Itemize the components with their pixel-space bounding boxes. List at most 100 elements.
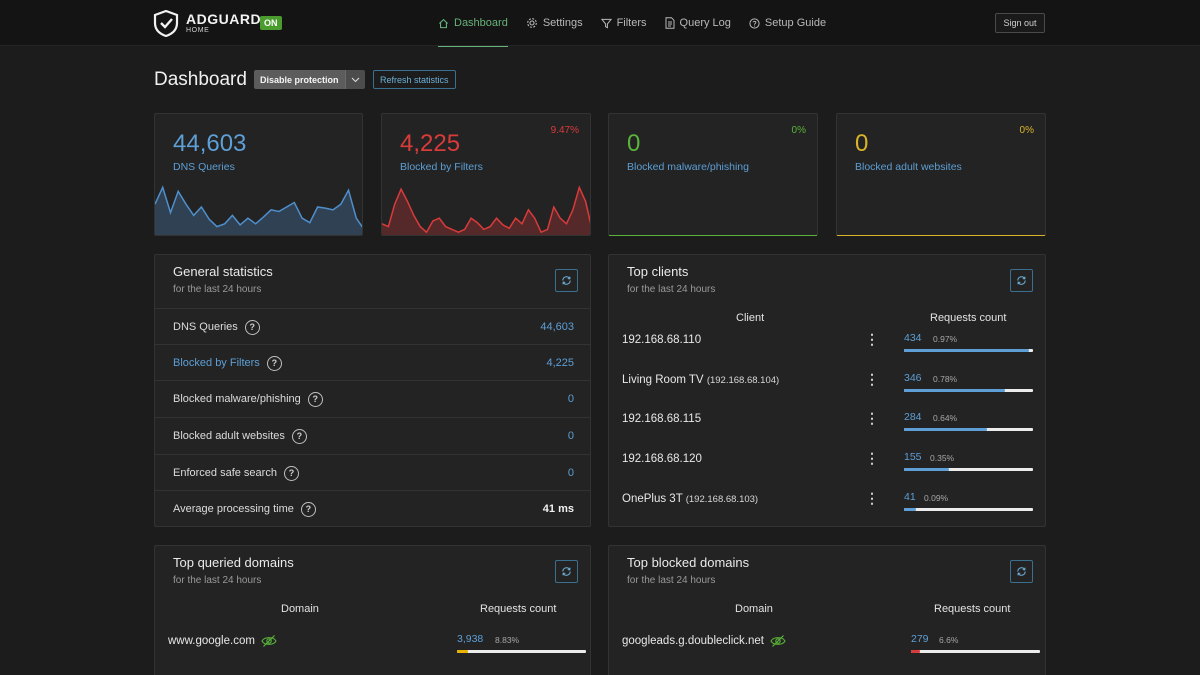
client-menu-icon[interactable]: ⋮ <box>865 490 879 506</box>
nav-setup-guide-label: Setup Guide <box>764 17 827 29</box>
refresh-statistics-button[interactable]: Refresh statistics <box>373 70 456 89</box>
sign-out-button[interactable]: Sign out <box>995 13 1045 33</box>
domain-name[interactable]: googleads.g.doubleclick.net <box>622 634 786 648</box>
nav-settings-label: Settings <box>542 17 583 29</box>
client-request-percent: 0.35% <box>930 453 955 463</box>
nav-dashboard[interactable]: Dashboard <box>438 0 508 47</box>
column-header-client[interactable]: Client <box>736 312 765 324</box>
top-queried-subtitle: for the last 24 hours <box>173 575 262 586</box>
column-header-domain[interactable]: Domain <box>735 603 773 615</box>
disable-protection-dropdown[interactable] <box>344 70 365 89</box>
adguard-shield-logo[interactable] <box>153 10 179 37</box>
general-statistics-panel: General statistics for the last 24 hours… <box>154 254 591 527</box>
nav-settings[interactable]: Settings <box>526 0 583 46</box>
stat-card-dns-queries: 44,603 DNS Queries <box>154 113 363 236</box>
client-name[interactable]: 192.168.68.120 <box>622 453 702 465</box>
top-blocked-refresh-button[interactable] <box>1010 560 1033 583</box>
page-title: Dashboard <box>154 69 247 90</box>
client-menu-icon[interactable]: ⋮ <box>865 371 879 387</box>
top-header: ADGUARD HOME ON Dashboard Settings Filte… <box>0 0 1200 47</box>
help-icon[interactable]: ? <box>244 319 260 335</box>
stat-row-label[interactable]: Blocked by Filters <box>173 357 260 369</box>
malware-count: 0 <box>627 130 641 157</box>
client-name-text: Living Room TV <box>622 374 704 386</box>
blocked-filters-count: 4,225 <box>400 130 461 157</box>
client-menu-icon[interactable]: ⋮ <box>865 410 879 426</box>
protection-status-badge: ON <box>260 16 282 30</box>
sparkline-line <box>382 185 590 234</box>
column-header-requests[interactable]: Requests count <box>930 312 1007 324</box>
blocked-filters-sparkline <box>382 185 590 235</box>
disable-protection-label[interactable]: Disable protection <box>254 70 345 89</box>
client-name[interactable]: Living Room TV (192.168.68.104) <box>622 374 779 386</box>
client-usage-bar <box>904 468 1033 471</box>
client-request-count: 155 <box>904 451 922 463</box>
domain-usage-bar-fill <box>457 650 468 653</box>
help-icon[interactable]: ? <box>266 355 282 371</box>
client-row: 192.168.68.120 ⋮ 155 0.35% <box>609 447 1045 486</box>
client-row: 192.168.68.110 ⋮ 434 0.97% <box>609 328 1045 367</box>
column-header-domain[interactable]: Domain <box>281 603 319 615</box>
domain-request-percent: 8.83% <box>495 635 520 645</box>
client-usage-bar-fill <box>904 349 1029 352</box>
client-menu-icon[interactable]: ⋮ <box>865 450 879 466</box>
client-ip: (192.168.68.103) <box>685 494 759 505</box>
nav-setup-guide[interactable]: Setup Guide <box>749 0 826 46</box>
client-menu-icon[interactable]: ⋮ <box>865 331 879 347</box>
top-queried-refresh-button[interactable] <box>555 560 578 583</box>
client-ip: (192.168.68.104) <box>706 375 780 386</box>
client-request-percent: 0.09% <box>924 493 949 503</box>
column-header-requests[interactable]: Requests count <box>934 603 1011 615</box>
domain-name-text: googleads.g.doubleclick.net <box>622 635 764 647</box>
adult-count: 0 <box>855 130 869 157</box>
refresh-icon <box>1017 276 1026 285</box>
stat-row-value: 0 <box>567 393 574 405</box>
stat-row-label: Blocked adult websites <box>173 430 285 442</box>
client-usage-bar <box>904 349 1033 352</box>
stat-row-label: Average processing time <box>173 503 294 515</box>
column-header-requests[interactable]: Requests count <box>480 603 557 615</box>
sparkline-area <box>155 187 362 235</box>
stat-row-adult: Blocked adult websites ? 0 <box>155 417 590 454</box>
sparkline-area <box>382 187 590 235</box>
client-name-text: OnePlus 3T <box>622 493 683 505</box>
help-icon[interactable]: ? <box>307 391 323 407</box>
domain-row: www.google.com 3,938 8.83% <box>155 629 590 665</box>
top-clients-title: Top clients <box>627 264 689 279</box>
help-icon[interactable]: ? <box>291 428 307 444</box>
top-clients-refresh-button[interactable] <box>1010 269 1033 292</box>
client-name-text: 192.168.68.110 <box>622 334 702 346</box>
stat-row-value: 0 <box>567 430 574 442</box>
client-name[interactable]: 192.168.68.110 <box>622 334 701 346</box>
stat-row-dns-queries: DNS Queries ? 44,603 <box>155 308 590 345</box>
domain-request-count: 279 <box>911 633 929 645</box>
client-request-percent: 0.64% <box>933 413 958 423</box>
refresh-icon <box>562 276 571 285</box>
malware-percent: 0% <box>791 125 806 136</box>
dns-queries-count: 44,603 <box>173 130 247 157</box>
help-icon[interactable]: ? <box>283 465 299 481</box>
stat-card-malware: 0 Blocked malware/phishing 0% <box>608 113 818 236</box>
eye-off-icon[interactable] <box>261 634 277 648</box>
nav-query-log[interactable]: Query Log <box>665 0 731 46</box>
domain-usage-bar <box>457 650 586 653</box>
domain-name-text: www.google.com <box>168 635 255 647</box>
eye-off-icon[interactable] <box>770 634 786 648</box>
stat-row-label: DNS Queries <box>173 321 238 333</box>
nav-filters[interactable]: Filters <box>600 0 647 46</box>
top-blocked-subtitle: for the last 24 hours <box>627 575 716 586</box>
client-name[interactable]: OnePlus 3T (192.168.68.103) <box>622 493 758 505</box>
brand-subtitle: HOME <box>186 27 210 34</box>
help-icon[interactable]: ? <box>300 501 316 517</box>
disable-protection-button[interactable]: Disable protection <box>254 70 365 89</box>
general-statistics-refresh-button[interactable] <box>555 269 578 292</box>
client-name[interactable]: 192.168.68.115 <box>622 413 701 425</box>
domain-request-count: 3,938 <box>457 633 484 645</box>
top-blocked-domains-panel: Top blocked domains for the last 24 hour… <box>608 545 1046 675</box>
client-usage-bar-fill <box>904 428 987 431</box>
help-circle-icon <box>749 17 760 29</box>
stat-row-blocked-filters: Blocked by Filters ? 4,225 <box>155 344 590 381</box>
client-usage-bar <box>904 428 1033 431</box>
top-blocked-title: Top blocked domains <box>627 555 750 570</box>
domain-name[interactable]: www.google.com <box>168 634 277 648</box>
